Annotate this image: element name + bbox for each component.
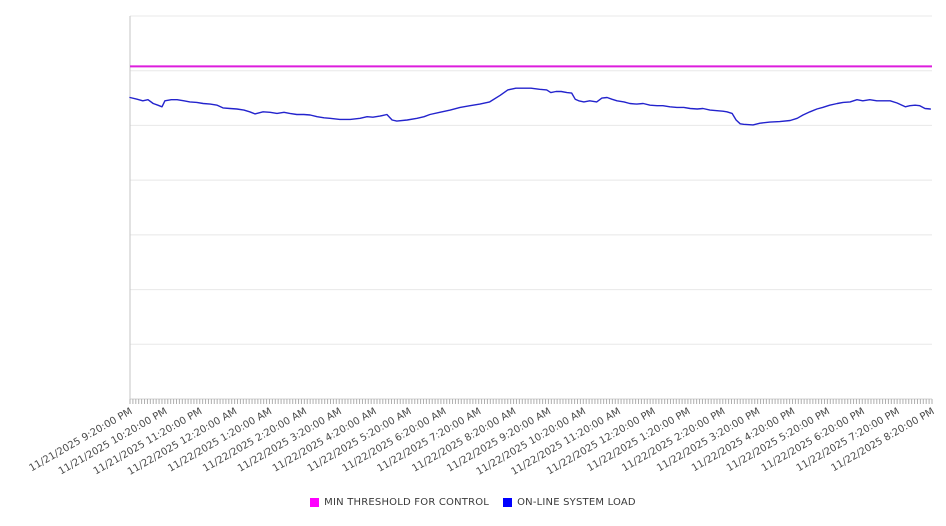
legend-item-threshold: MIN THRESHOLD FOR CONTROL [310,497,489,508]
threshold-swatch [310,498,320,507]
legend-item-system-load: ON-LINE SYSTEM LOAD [503,497,636,508]
chart-legend: MIN THRESHOLD FOR CONTROL ON-LINE SYSTEM… [0,497,946,508]
system-load-legend-label: ON-LINE SYSTEM LOAD [517,497,636,508]
threshold-legend-label: MIN THRESHOLD FOR CONTROL [324,497,490,508]
system-load-swatch [503,498,513,507]
system-load-line [129,87,931,126]
